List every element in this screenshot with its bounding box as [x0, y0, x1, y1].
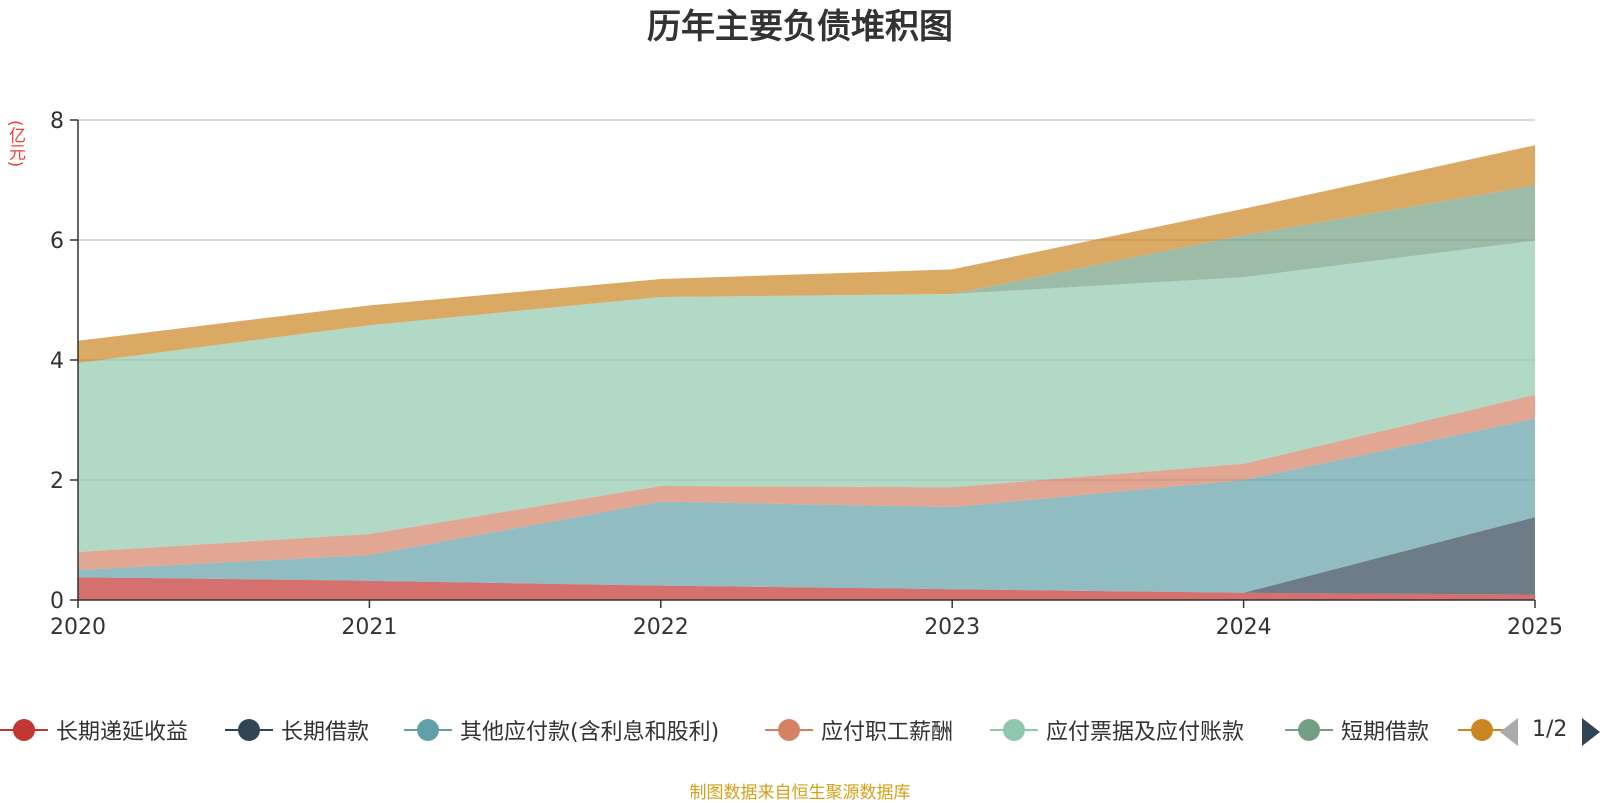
legend-item-3[interactable]: 应付职工薪酬: [765, 712, 953, 748]
x-tick-label-5: 2025: [1507, 615, 1563, 640]
y-tick-label-2: 4: [50, 349, 64, 374]
legend-pager: 1/2: [1500, 712, 1600, 748]
legend-marker-icon: [765, 712, 813, 748]
legend-label-4: 应付票据及应付账款: [1046, 720, 1245, 745]
area-series-2: [78, 418, 1535, 593]
legend-marker-icon: [0, 712, 48, 748]
legend-prev-page-button[interactable]: [1500, 718, 1518, 746]
area-series-5: [78, 185, 1535, 363]
legend-item-5[interactable]: 短期借款: [1285, 712, 1429, 748]
x-tick-label-1: 2021: [341, 615, 397, 640]
area-series-4: [78, 240, 1535, 552]
legend-marker-icon: [990, 712, 1038, 748]
y-tick-label-1: 2: [50, 469, 64, 494]
area-series: [78, 145, 1535, 600]
area-series-3: [78, 394, 1535, 570]
x-tick-label-0: 2020: [50, 615, 106, 640]
legend-item-4[interactable]: 应付票据及应付账款: [990, 712, 1244, 748]
legend-label-3: 应付职工薪酬: [821, 720, 954, 745]
area-series-6: [78, 145, 1535, 363]
x-tick-label-2: 2022: [633, 615, 689, 640]
legend-label-2: 其他应付款(含利息和股利): [460, 720, 720, 745]
area-series-0: [78, 577, 1535, 600]
legend-next-page-button[interactable]: [1582, 718, 1600, 746]
legend: 长期递延收益 长期借款 其他应付款(含利息和股利) 应付职工薪酬 应付票据及应付账款 短期…: [0, 712, 1600, 748]
x-tick-label-3: 2023: [924, 615, 980, 640]
data-source-note: 制图数据来自恒生聚源数据库: [689, 783, 911, 803]
area-series-1: [78, 517, 1535, 595]
legend-label-5: 短期借款: [1341, 720, 1430, 745]
legend-label-0: 长期递延收益: [56, 720, 189, 745]
legend-marker-icon: [404, 712, 452, 748]
y-tick-label-4: 8: [50, 109, 64, 134]
legend-item-2[interactable]: 其他应付款(含利息和股利): [404, 712, 719, 748]
stacked-area-chart: 0 2 4 6 8 2020 2021 2022 2023 2024 2025: [50, 109, 1563, 640]
chart-title: 历年主要负债堆积图: [647, 7, 953, 47]
y-tick-label-3: 6: [50, 229, 64, 254]
legend-marker-icon: [225, 712, 273, 748]
legend-marker-icon: [1285, 712, 1333, 748]
legend-label-1: 长期借款: [281, 720, 370, 745]
y-tick-label-0: 0: [50, 589, 64, 614]
axes: 0 2 4 6 8 2020 2021 2022 2023 2024 2025: [50, 109, 1563, 640]
legend-item-6[interactable]: [1458, 712, 1514, 748]
y-axis-unit-label: (亿元): [5, 120, 25, 168]
x-tick-label-4: 2024: [1216, 615, 1272, 640]
legend-marker-icon: [1458, 712, 1506, 748]
legend-item-1[interactable]: 长期借款: [225, 712, 369, 748]
legend-page-indicator: 1/2: [1532, 717, 1568, 742]
legend-item-0[interactable]: 长期递延收益: [0, 712, 188, 748]
